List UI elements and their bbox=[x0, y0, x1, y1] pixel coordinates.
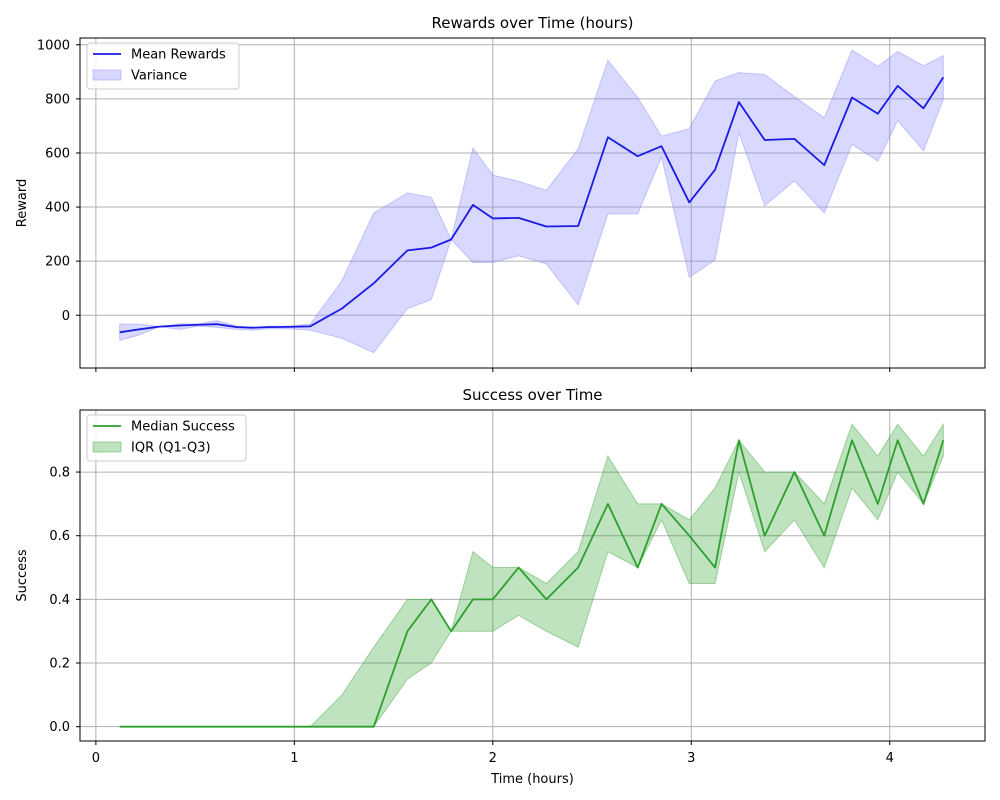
x-axis-label: Time (hours) bbox=[490, 772, 574, 787]
series-line bbox=[119, 439, 945, 728]
rewards-plot: 0 200 400 600 800 1000 Rewards over Time (hour… bbox=[15, 14, 986, 372]
y-tick-label: 0.8 bbox=[49, 466, 70, 481]
x-tick-label: 2 bbox=[489, 751, 497, 766]
legend-label: Median Success bbox=[131, 420, 235, 435]
y-tick-label: 0 bbox=[62, 309, 70, 324]
legend-band-swatch bbox=[92, 441, 122, 453]
y-tick-label: 600 bbox=[45, 146, 70, 161]
y-axis-label: Success bbox=[15, 549, 30, 602]
legend-label: IQR (Q1-Q3) bbox=[131, 441, 211, 456]
legend-label: Mean Rewards bbox=[131, 48, 226, 63]
y-tick-label: 800 bbox=[45, 92, 70, 107]
legend-band-swatch bbox=[92, 69, 122, 81]
legend-label: Variance bbox=[131, 69, 187, 84]
x-tick-label: 1 bbox=[290, 751, 298, 766]
series-band bbox=[119, 49, 944, 354]
chart-title: Rewards over Time (hours) bbox=[431, 14, 633, 32]
x-tick-label: 3 bbox=[687, 751, 695, 766]
chart-title: Success over Time bbox=[462, 386, 602, 404]
y-tick-label: 0.2 bbox=[49, 657, 70, 672]
legend-box bbox=[86, 414, 247, 462]
y-tick-label: 200 bbox=[45, 255, 70, 270]
y-tick-label: 0.4 bbox=[49, 593, 70, 608]
axes-frame bbox=[79, 409, 986, 742]
success-plot: 0 1 2 3 4 0.0 0.2 0.4 0.6 0.8 Success over Time Suc… bbox=[15, 386, 986, 787]
y-tick-label: 400 bbox=[45, 201, 70, 216]
x-tick-label: 0 bbox=[92, 751, 100, 766]
series-band bbox=[119, 422, 944, 728]
legend-box bbox=[86, 42, 240, 90]
y-tick-label: 0.6 bbox=[49, 529, 70, 544]
axes-frame bbox=[79, 37, 986, 369]
y-tick-label: 1000 bbox=[37, 38, 70, 53]
x-tick-label: 4 bbox=[886, 751, 894, 766]
series-line bbox=[119, 76, 945, 334]
y-axis-label: Reward bbox=[15, 179, 30, 227]
y-tick-label: 0.0 bbox=[49, 720, 70, 735]
